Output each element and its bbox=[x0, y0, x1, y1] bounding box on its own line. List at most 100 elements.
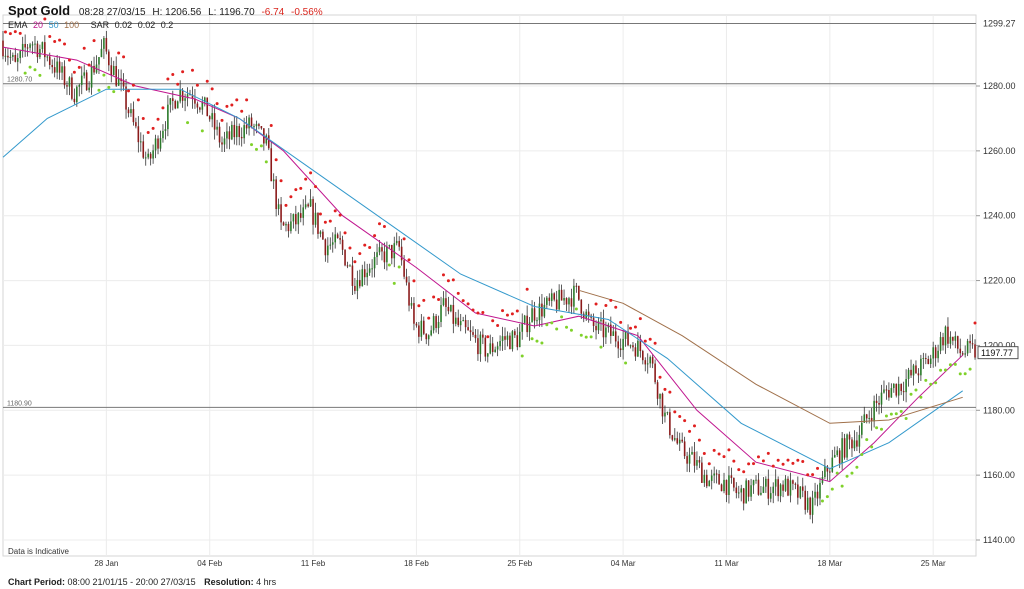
candle-body bbox=[272, 179, 275, 182]
candle-body bbox=[959, 348, 962, 354]
sar-dot-above bbox=[220, 118, 224, 122]
candle-body bbox=[26, 47, 29, 49]
resolution-label: Resolution: bbox=[204, 577, 254, 587]
candle-body bbox=[568, 298, 570, 305]
candle-body bbox=[68, 77, 71, 87]
sar-dot-below bbox=[112, 90, 116, 94]
candle-body bbox=[464, 320, 467, 328]
sar-dot-above bbox=[269, 124, 273, 128]
sar-label: SAR bbox=[90, 20, 110, 30]
candle-body bbox=[582, 313, 585, 319]
sar-dot-below bbox=[397, 265, 401, 269]
sar-dot-above bbox=[314, 185, 318, 189]
candle-body bbox=[797, 484, 799, 498]
candle-body bbox=[445, 298, 447, 307]
sar-dot-above bbox=[801, 460, 805, 464]
x-tick-label: 04 Mar bbox=[611, 559, 636, 568]
candle-body bbox=[757, 479, 760, 495]
candle-body bbox=[440, 305, 442, 322]
candle-body bbox=[870, 417, 873, 422]
ema-period-50: 50 bbox=[48, 20, 59, 30]
candle-body bbox=[376, 252, 378, 258]
sar-dot-below bbox=[107, 85, 111, 89]
candle-body bbox=[624, 331, 627, 339]
candle-body bbox=[258, 124, 260, 127]
candle-body bbox=[302, 207, 305, 218]
sar-dot-above bbox=[732, 459, 736, 463]
candle-body bbox=[632, 345, 634, 348]
candle-body bbox=[654, 363, 656, 383]
sar-dot-below bbox=[579, 333, 583, 337]
sar-dot-above bbox=[776, 458, 780, 462]
candle-body bbox=[558, 289, 560, 310]
candle-body bbox=[893, 383, 895, 389]
candle-body bbox=[895, 383, 898, 396]
sar-dot-below bbox=[584, 335, 588, 339]
sar-dot-above bbox=[707, 462, 711, 466]
ema-20-line bbox=[2, 46, 964, 483]
candle-body bbox=[937, 350, 939, 359]
sar-dot-above bbox=[53, 39, 57, 43]
candle-body bbox=[76, 86, 78, 103]
candle-body bbox=[386, 246, 388, 263]
sar-dot-below bbox=[924, 378, 928, 382]
sar-dot-above bbox=[274, 158, 278, 162]
candle-body bbox=[610, 324, 612, 336]
candle-body bbox=[243, 125, 245, 139]
sar-dot-above bbox=[358, 252, 362, 256]
candle-body bbox=[270, 148, 273, 182]
candle-body bbox=[819, 482, 821, 499]
sar-dot-above bbox=[771, 464, 775, 468]
candle-body bbox=[403, 260, 405, 277]
ema-lines bbox=[2, 46, 964, 483]
change-percent: -0.56% bbox=[291, 7, 323, 18]
candle-body bbox=[184, 98, 186, 101]
candle-body bbox=[307, 204, 309, 207]
candle-body bbox=[856, 440, 858, 447]
ema-period-20: 20 bbox=[33, 20, 44, 30]
sar-dot-below bbox=[958, 372, 962, 376]
sar-dot-below bbox=[948, 363, 952, 367]
candle-body bbox=[861, 422, 863, 435]
sar-dot-above bbox=[323, 220, 327, 224]
sar-dot-below bbox=[259, 144, 263, 148]
resolution-value: 4 hrs bbox=[256, 577, 277, 587]
candle-body bbox=[523, 315, 526, 323]
candle-body bbox=[48, 56, 51, 65]
sar-dot-above bbox=[82, 46, 86, 50]
candle-body bbox=[127, 109, 130, 114]
sar-dot-above bbox=[432, 295, 436, 299]
sar-dot-above bbox=[205, 79, 209, 83]
candle-body bbox=[486, 353, 489, 357]
sar-dot-above bbox=[658, 375, 662, 379]
sar-dot-below bbox=[840, 484, 844, 488]
candle-body bbox=[809, 497, 811, 515]
y-tick-label: 1240.00 bbox=[983, 211, 1016, 221]
candle-body bbox=[368, 268, 371, 273]
sar-dot-below bbox=[939, 368, 943, 372]
candle-body bbox=[339, 238, 341, 240]
candle-body bbox=[159, 138, 162, 149]
candle-body bbox=[213, 113, 216, 130]
candle-body bbox=[769, 493, 772, 499]
candle-body bbox=[838, 450, 841, 464]
sar-dot-above bbox=[3, 30, 7, 34]
sar-dot-below bbox=[963, 372, 967, 376]
candle-body bbox=[253, 126, 255, 128]
candle-body bbox=[619, 348, 622, 351]
candle-body bbox=[203, 97, 206, 103]
candle-body bbox=[359, 280, 361, 287]
sar-param-1: 0.02 bbox=[114, 20, 133, 30]
candle-body bbox=[762, 486, 765, 493]
sar-dot-above bbox=[422, 298, 426, 302]
candle-body bbox=[93, 65, 95, 73]
ema-label: EMA bbox=[8, 20, 28, 30]
candle-body bbox=[614, 331, 617, 342]
sar-dot-below bbox=[624, 361, 628, 365]
candle-body bbox=[154, 138, 157, 151]
sar-dot-above bbox=[151, 126, 155, 130]
sar-dot-above bbox=[643, 339, 647, 343]
candle-body bbox=[176, 101, 179, 109]
candle-body bbox=[934, 347, 937, 359]
sar-dot-below bbox=[250, 143, 254, 147]
